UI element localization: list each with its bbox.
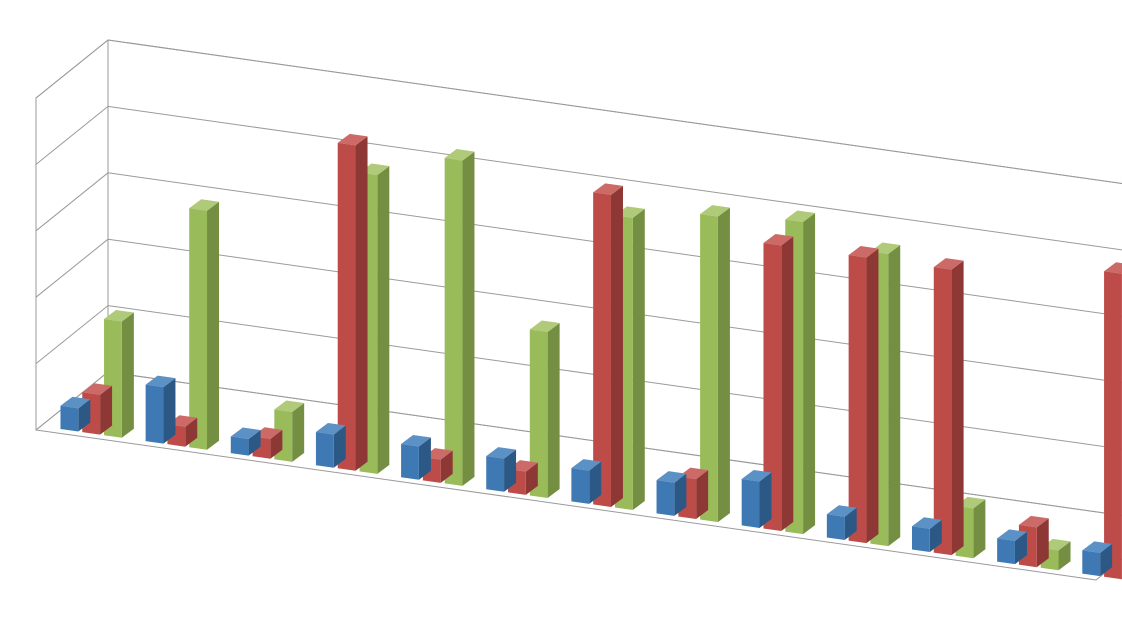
chart-svg xyxy=(0,0,1122,620)
bar-series-b-3 xyxy=(338,134,368,471)
bar-series-c-4 xyxy=(445,149,475,486)
bar-series-c-1 xyxy=(189,199,219,450)
chart-container xyxy=(0,0,1122,620)
bar-series-b-9 xyxy=(849,246,879,543)
bar-series-b-6 xyxy=(593,183,623,507)
bar-series-b-10 xyxy=(934,258,964,555)
bar-series-a-4 xyxy=(401,435,431,480)
bar-series-a-6 xyxy=(571,459,601,504)
bar-series-a-8 xyxy=(742,470,772,528)
bar-series-a-7 xyxy=(657,471,687,516)
bar-series-a-1 xyxy=(146,376,176,444)
bar-series-b-12 xyxy=(1104,262,1122,579)
bar-series-a-3 xyxy=(316,423,346,468)
bar-series-a-5 xyxy=(486,447,516,492)
